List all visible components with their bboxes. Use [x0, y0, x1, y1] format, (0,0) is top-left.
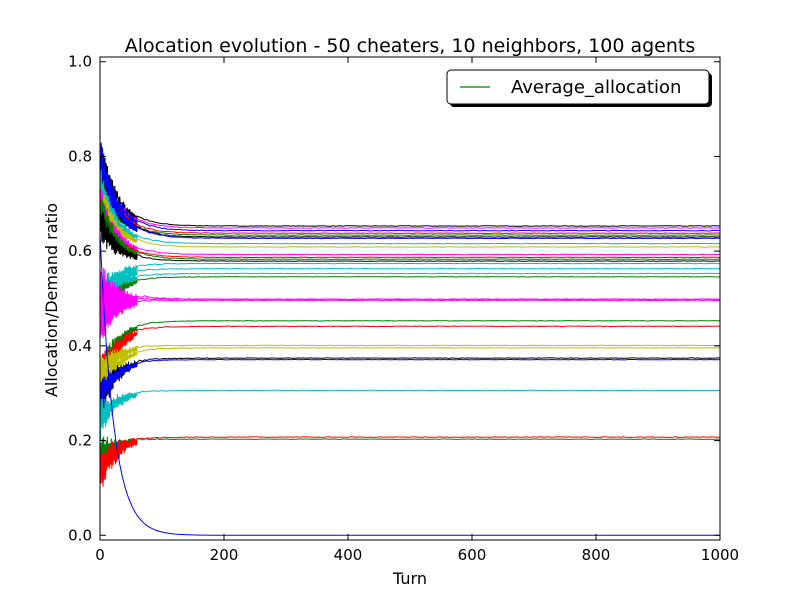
y-tick-label: 0.6	[68, 242, 92, 260]
legend-label: Average_allocation	[511, 77, 681, 98]
x-axis-label: Turn	[392, 569, 427, 588]
plot-area	[100, 142, 720, 536]
y-tick-label: 0.0	[68, 526, 92, 544]
y-tick-label: 0.8	[68, 147, 92, 165]
series-line-15	[100, 272, 720, 321]
series-line-23	[100, 347, 720, 402]
series-line-29	[100, 232, 720, 536]
series-line-3	[100, 149, 720, 234]
x-tick-label: 600	[458, 546, 487, 564]
x-tick-label: 0	[95, 546, 105, 564]
series-line-2	[100, 142, 720, 232]
legend: Average_allocation	[446, 69, 712, 107]
series-line-13	[100, 262, 720, 312]
series-line-1	[100, 150, 720, 229]
series-line-28	[100, 436, 720, 487]
axis-ticks: 0 200 400 600 800 1000 0.0 0.2 0.4 0.6 0.8 1.0	[68, 53, 739, 564]
y-tick-label: 1.0	[68, 53, 92, 71]
series-line-25	[100, 358, 720, 415]
series-line-9	[100, 184, 720, 256]
y-axis-label: Allocation/Demand ratio	[42, 203, 61, 397]
chart-title: Alocation evolution - 50 cheaters, 10 ne…	[125, 35, 696, 57]
axes-frame	[99, 56, 721, 541]
series-line-8	[100, 182, 720, 248]
y-tick-label: 0.4	[68, 337, 92, 355]
series-line-11	[100, 199, 720, 260]
x-tick-label: 400	[334, 546, 363, 564]
series-line-0	[100, 147, 720, 227]
series-line-14	[100, 267, 720, 323]
series-line-6	[100, 144, 720, 240]
x-tick-label: 800	[582, 546, 611, 564]
series-line-12	[100, 208, 720, 262]
series-line-21	[100, 325, 720, 396]
series-line-4	[100, 161, 720, 236]
series-line-19	[100, 297, 720, 338]
series-line-26	[100, 389, 720, 442]
x-tick-label: 1000	[701, 546, 739, 564]
legend-box	[446, 69, 710, 105]
y-tick-label: 0.2	[68, 432, 92, 450]
series-line-22	[100, 344, 720, 390]
series-line-5	[100, 146, 720, 238]
series-line-27	[100, 436, 720, 471]
series-line-20	[100, 320, 720, 389]
series-line-16	[100, 276, 720, 326]
series-line-24	[100, 357, 720, 420]
series-line-18	[100, 263, 720, 319]
x-tick-label: 200	[210, 546, 239, 564]
